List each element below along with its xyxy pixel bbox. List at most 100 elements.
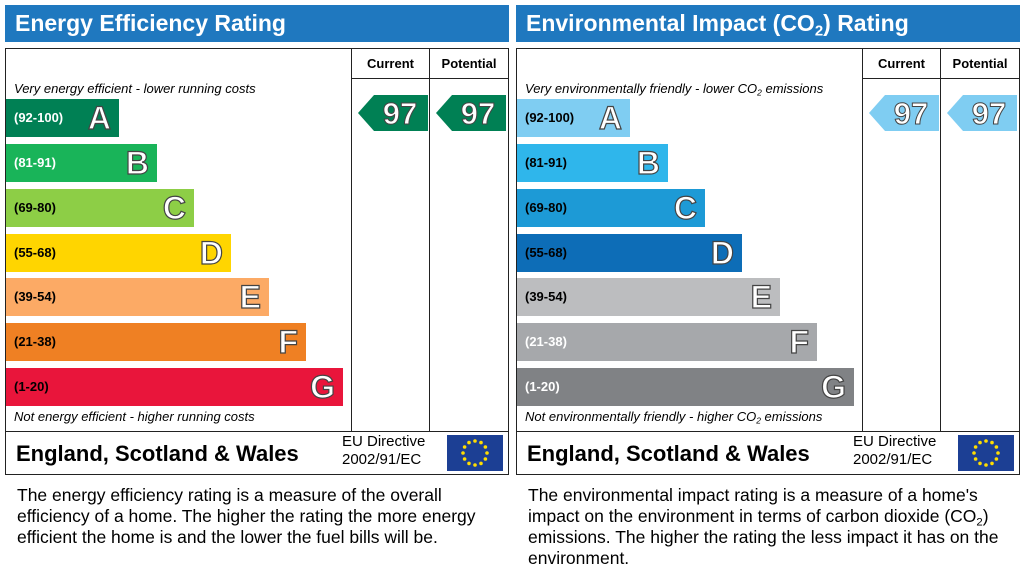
arrow-shape [947, 95, 1017, 131]
band: (92-100) A [517, 99, 630, 137]
band: (69-80) C [517, 189, 705, 227]
band-range: (92-100) [525, 110, 575, 125]
band: (81-91) B [6, 144, 157, 182]
text-segment: Energy Efficiency Rating [15, 10, 286, 36]
band: (1-20) G [517, 368, 854, 406]
rating-value: 97 [972, 96, 1006, 131]
bottom-note: Not environmentally friendly - higher CO… [525, 409, 823, 426]
band-range: (69-80) [525, 200, 567, 215]
arrow-shape [869, 95, 939, 131]
text-segment: The energy efficiency rating is a measur… [17, 485, 476, 547]
region: England, Scotland & Wales [16, 441, 299, 466]
panel-title: Energy Efficiency Rating [5, 5, 509, 42]
top-note: Very environmentally friendly - lower CO… [525, 81, 824, 98]
band-range: (55-68) [525, 245, 567, 260]
bottom-note: Not energy efficient - higher running co… [14, 409, 255, 424]
band-letter: F [789, 323, 810, 360]
text-segment: ) emissions. The higher the rating the l… [528, 506, 999, 568]
directive-line: 2002/91/EC [853, 451, 933, 468]
text-segment: The environmental impact rating is a mea… [528, 485, 978, 526]
directive-line: 2002/91/EC [342, 451, 422, 468]
directive: EU Directive 2002/91/EC [342, 433, 425, 469]
text-segment: Not energy efficient - higher running co… [14, 409, 255, 424]
arrow-shape [436, 95, 506, 131]
eu-flag [958, 435, 1014, 471]
band: (21-38) F [517, 323, 817, 361]
divider [862, 78, 1019, 79]
rating-arrow: 97 [947, 95, 1017, 131]
band-range: (81-91) [525, 155, 567, 170]
band-letter: A [598, 99, 622, 136]
band: (39-54) E [6, 278, 269, 316]
text-segment: ) Rating [823, 10, 909, 36]
band-letter: D [199, 234, 223, 271]
band-range: (69-80) [14, 200, 56, 215]
band: (55-68) D [517, 234, 742, 272]
region: England, Scotland & Wales [527, 441, 810, 466]
rating-value: 97 [383, 96, 417, 131]
band-range: (1-20) [14, 379, 49, 394]
rating-value: 97 [461, 96, 495, 131]
band-range: (1-20) [525, 379, 560, 394]
band: (81-91) B [517, 144, 668, 182]
text-segment: 2 [976, 516, 983, 529]
band-range: (39-54) [14, 289, 56, 304]
band: (69-80) C [6, 189, 194, 227]
directive-line: EU Directive [342, 433, 426, 450]
text-segment: emissions [761, 81, 824, 96]
band-range: (81-91) [14, 155, 56, 170]
band-letter: E [750, 278, 773, 315]
text-segment: Very energy efficient - lower running co… [14, 81, 256, 96]
rating-arrow: 97 [358, 95, 428, 131]
rating-box: Current Potential Very energy efficient - … [5, 48, 509, 475]
band-range: (21-38) [525, 334, 567, 349]
band-range: (21-38) [14, 334, 56, 349]
divider [862, 49, 863, 431]
text-segment: Not environmentally friendly - higher CO [525, 409, 757, 424]
text-segment: 2 [757, 87, 762, 98]
band-letter: B [125, 144, 149, 181]
directive: EU Directive 2002/91/EC [853, 433, 936, 469]
band-range: (92-100) [14, 110, 64, 125]
column-header: Potential [441, 56, 497, 71]
rating-box: Current Potential Very environmentally fri… [516, 48, 1020, 475]
band: (92-100) A [6, 99, 119, 137]
text-segment: Environmental Impact (CO [526, 10, 815, 36]
band-letter: A [87, 99, 111, 136]
band-letter: C [162, 189, 186, 226]
rating-arrow: 97 [869, 95, 939, 131]
band-letter: G [310, 368, 336, 405]
band-range: (39-54) [525, 289, 567, 304]
band: (21-38) F [6, 323, 306, 361]
description: The energy efficiency rating is a measur… [17, 485, 507, 548]
band-letter: G [821, 368, 847, 405]
divider [940, 49, 941, 431]
text-segment: 2 [756, 415, 761, 426]
description: The environmental impact rating is a mea… [528, 485, 1018, 569]
band-letter: C [673, 189, 697, 226]
divider [351, 78, 508, 79]
band-letter: F [278, 323, 299, 360]
eu-flag [447, 435, 503, 471]
column-header: Potential [952, 56, 1008, 71]
column-header: Current [367, 56, 414, 71]
text-segment: Very environmentally friendly - lower CO [525, 81, 758, 96]
column-header: Current [878, 56, 925, 71]
rating-value: 97 [894, 96, 928, 131]
divider [6, 431, 508, 432]
divider [429, 49, 430, 431]
top-note: Very energy efficient - lower running co… [14, 81, 256, 96]
band: (1-20) G [6, 368, 343, 406]
panel-title: Environmental Impact (CO2) Rating [516, 5, 1020, 42]
rating-arrow: 97 [436, 95, 506, 131]
arrow-shape [358, 95, 428, 131]
band-letter: D [710, 234, 734, 271]
text-segment: emissions [760, 409, 823, 424]
band-letter: E [239, 278, 262, 315]
band-range: (55-68) [14, 245, 56, 260]
divider [517, 431, 1019, 432]
band: (39-54) E [517, 278, 780, 316]
divider [351, 49, 352, 431]
text-segment: 2 [814, 22, 824, 40]
